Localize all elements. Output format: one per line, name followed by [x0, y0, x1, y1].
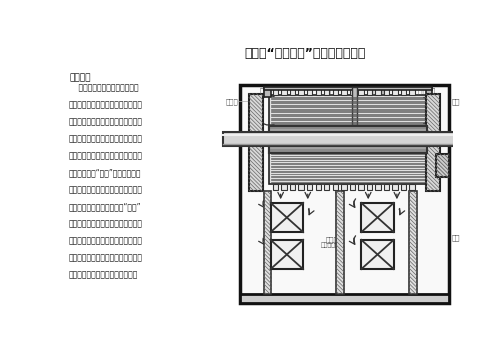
- Bar: [437, 155, 449, 178]
- Bar: [264, 191, 271, 294]
- Bar: [341, 89, 347, 95]
- Bar: [270, 150, 427, 153]
- Bar: [361, 203, 394, 232]
- Text: （见图中箭头方向所示）。从图中可: （见图中箭头方向所示）。从图中可: [69, 219, 143, 228]
- Bar: [307, 89, 312, 95]
- Bar: [358, 184, 364, 190]
- Bar: [273, 89, 278, 95]
- Bar: [222, 132, 463, 146]
- Bar: [270, 129, 427, 133]
- Text: 子间的径向间隙）沿径向通到铁芯背: 子间的径向间隙）沿径向通到铁芯背: [69, 151, 143, 160]
- Bar: [273, 184, 278, 190]
- Bar: [270, 139, 427, 143]
- Text: 发电机“四进五出”通风冷却示意图: 发电机“四进五出”通风冷却示意图: [244, 47, 365, 60]
- Bar: [350, 184, 355, 190]
- Bar: [375, 184, 381, 190]
- Bar: [239, 85, 449, 303]
- Bar: [426, 94, 440, 191]
- Bar: [392, 89, 398, 95]
- Bar: [270, 136, 427, 139]
- Bar: [269, 126, 427, 153]
- Bar: [271, 203, 303, 232]
- Bar: [265, 87, 271, 96]
- Bar: [358, 89, 364, 95]
- Text: 环形冷风室: 环形冷风室: [367, 87, 388, 94]
- Bar: [265, 87, 432, 90]
- Text: 分成九个区段，其中五个区段内，铁: 分成九个区段，其中五个区段内，铁: [69, 117, 143, 126]
- Text: 内，铁芯通风沟中的风是从铁芯背部: 内，铁芯通风沟中的风是从铁芯背部: [69, 185, 143, 194]
- Bar: [270, 133, 427, 136]
- Bar: [367, 89, 372, 95]
- Text: 看到，风扇后的冷风分为两部分：一: 看到，风扇后的冷风分为两部分：一: [69, 236, 143, 245]
- Text: 【概述】: 【概述】: [69, 74, 91, 83]
- Text: 地基: 地基: [451, 234, 460, 241]
- Text: 一部分冷风经定子绕组端部进入定: 一部分冷风经定子绕组端部进入定: [69, 270, 138, 279]
- Bar: [269, 126, 427, 153]
- Bar: [315, 89, 321, 95]
- Bar: [269, 95, 427, 126]
- Text: 铁芯通风沟: 铁芯通风沟: [415, 87, 436, 94]
- Bar: [271, 240, 303, 269]
- Bar: [332, 89, 338, 95]
- Text: （周向布置）: （周向布置）: [321, 242, 344, 248]
- Bar: [352, 87, 357, 135]
- Bar: [384, 184, 389, 190]
- Bar: [361, 240, 394, 269]
- Bar: [367, 184, 372, 190]
- Text: 冷却器: 冷却器: [326, 236, 339, 242]
- Text: 通风方式。沿电机的轴向把定子铁芯: 通风方式。沿电机的轴向把定子铁芯: [69, 100, 143, 110]
- Bar: [298, 89, 304, 95]
- Bar: [239, 294, 449, 303]
- Bar: [307, 184, 312, 190]
- Text: 芯通风沟中的风是从气隙（定子与转: 芯通风沟中的风是从气隙（定子与转: [69, 134, 143, 143]
- Bar: [332, 184, 338, 190]
- Bar: [290, 89, 295, 95]
- Bar: [281, 184, 287, 190]
- Bar: [324, 184, 329, 190]
- Bar: [341, 184, 347, 190]
- Bar: [315, 184, 321, 190]
- Text: 风扇: 风扇: [451, 98, 460, 105]
- Bar: [401, 89, 406, 95]
- Text: 环形热风室: 环形热风室: [318, 87, 340, 94]
- Bar: [392, 184, 398, 190]
- Bar: [270, 143, 427, 146]
- Bar: [426, 87, 432, 96]
- Bar: [281, 89, 287, 95]
- Text: 部分冷风从电机的两端进入气隙；另: 部分冷风从电机的两端进入气隙；另: [69, 253, 143, 262]
- Bar: [324, 89, 329, 95]
- Text: 部的，即向外“流出”；另四个区段: 部的，即向外“流出”；另四个区段: [69, 168, 141, 177]
- Bar: [249, 94, 263, 191]
- Text: 沿径向通到气隙的，即向里“流入”: 沿径向通到气隙的，即向里“流入”: [69, 202, 141, 211]
- Text: 密封环: 密封环: [225, 98, 238, 105]
- Bar: [409, 191, 417, 294]
- Text: 这种冷却通风系统属轴向分段: 这种冷却通风系统属轴向分段: [69, 84, 139, 93]
- Bar: [409, 184, 415, 190]
- Bar: [384, 89, 389, 95]
- Bar: [401, 184, 406, 190]
- Bar: [269, 153, 427, 184]
- Bar: [270, 146, 427, 150]
- Bar: [270, 126, 427, 129]
- Bar: [298, 184, 304, 190]
- Text: 外壳: 外壳: [260, 87, 269, 94]
- Bar: [290, 184, 295, 190]
- Bar: [409, 89, 415, 95]
- Bar: [350, 89, 355, 95]
- Bar: [337, 191, 344, 294]
- Text: 转子: 转子: [229, 136, 238, 143]
- Bar: [375, 89, 381, 95]
